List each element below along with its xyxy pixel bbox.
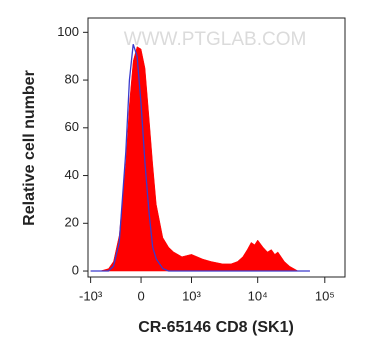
y-tick-label: 40 bbox=[65, 167, 79, 182]
y-tick-label: 100 bbox=[57, 24, 79, 39]
y-tick-label: 20 bbox=[65, 215, 79, 230]
y-axis-title: Relative cell number bbox=[21, 70, 38, 226]
y-tick-label: 60 bbox=[65, 119, 79, 134]
x-tick-label: 10⁴ bbox=[248, 288, 268, 303]
x-tick-label: 10³ bbox=[182, 288, 201, 303]
x-axis-title: CR-65146 CD8 (SK1) bbox=[138, 319, 294, 336]
histogram-line bbox=[90, 44, 310, 272]
x-tick-label: -10³ bbox=[79, 288, 103, 303]
plot-frame bbox=[87, 17, 346, 278]
watermark: WWW.PTGLAB.COM bbox=[124, 29, 307, 50]
x-tick-label: 10⁵ bbox=[315, 288, 335, 303]
y-tick-label: 0 bbox=[72, 262, 79, 277]
histogram-area bbox=[89, 46, 311, 272]
x-tick-label: 0 bbox=[137, 288, 144, 303]
y-tick-label: 80 bbox=[65, 72, 79, 87]
